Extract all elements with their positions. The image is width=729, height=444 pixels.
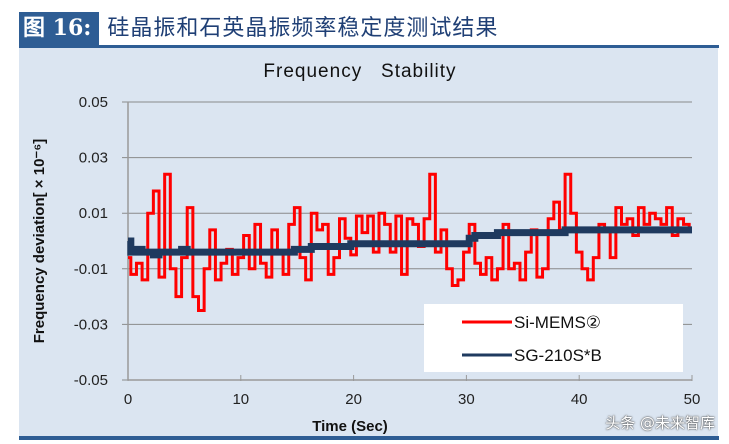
figure-header: 图 16: 硅晶振和石英晶振频率稳定度测试结果: [19, 12, 498, 45]
watermark: 头条 @未来智库: [605, 414, 715, 432]
x-tick-label: 0: [124, 391, 132, 408]
legend-label-sg-210: SG-210S*B: [514, 346, 602, 365]
legend-box: [424, 304, 683, 372]
series-si-mems-line: [128, 172, 692, 312]
data-series: [127, 172, 692, 312]
header-rule: [19, 45, 719, 48]
legend: Si-MEMS② SG-210S*B: [424, 304, 683, 372]
x-tick-label: 40: [571, 391, 588, 408]
y-tick-label: 0.03: [79, 150, 108, 167]
figure-title: 硅晶振和石英晶振频率稳定度测试结果: [107, 16, 499, 41]
y-axis-ticks: 0.05 0.03 0.01 -0.01 -0.03 -0.05: [74, 94, 108, 389]
y-tick-label: -0.03: [74, 316, 108, 333]
x-tick-label: 30: [458, 391, 475, 408]
y-tick-label: -0.01: [74, 261, 108, 278]
y-axis-label: Frequency deviation[ × 10⁻⁶]: [31, 139, 48, 343]
y-tick-label: -0.05: [74, 372, 108, 389]
x-axis-ticks: 0 10 20 30 40 50: [124, 375, 701, 408]
series-sg-210-line: [127, 226, 692, 259]
legend-label-si-mems: Si-MEMS②: [514, 313, 601, 332]
chart-title: Frequency Stability: [263, 61, 456, 82]
footer-rule: [19, 436, 719, 440]
y-tick-label: 0.05: [79, 94, 108, 111]
x-axis-label: Time (Sec): [312, 418, 388, 435]
x-tick-label: 10: [232, 391, 249, 408]
x-tick-label: 50: [684, 391, 701, 408]
x-tick-label: 20: [345, 391, 362, 408]
y-tick-label: 0.01: [79, 205, 108, 222]
figure-label: 图 16:: [19, 12, 100, 45]
